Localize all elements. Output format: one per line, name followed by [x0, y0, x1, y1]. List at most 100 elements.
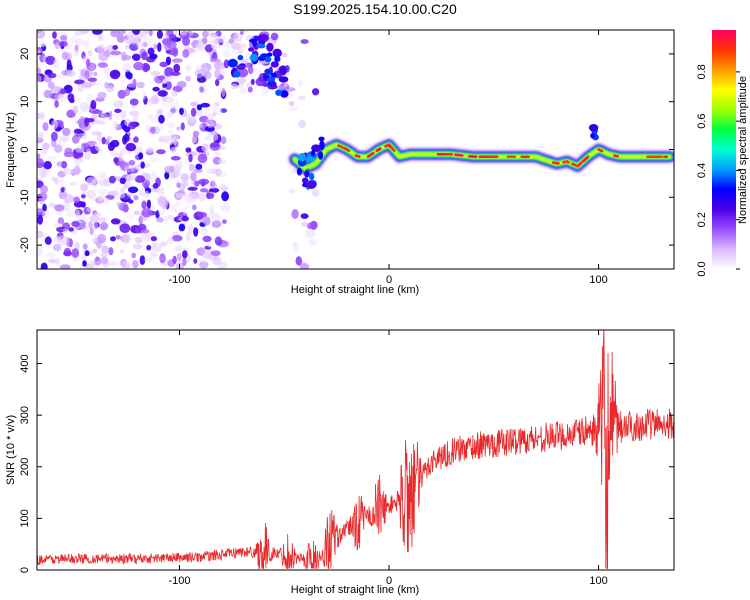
noise-blob: [114, 108, 122, 114]
noise-blob: [98, 172, 107, 180]
noise-blob: [222, 50, 232, 58]
noise-blob: [300, 263, 310, 269]
noise-blob: [121, 261, 131, 269]
noise-blob: [54, 204, 65, 212]
noise-blob: [91, 114, 98, 120]
noise-blob: [215, 79, 220, 87]
cluster-blob: [298, 153, 307, 162]
noise-blob: [210, 44, 221, 49]
noise-blob: [140, 161, 145, 169]
noise-blob: [132, 78, 137, 89]
colorbar-tick-label: 0.8: [696, 64, 708, 79]
noise-blob: [91, 179, 98, 187]
noise-blob: [45, 55, 56, 65]
noise-blob: [131, 252, 137, 259]
noise-blob: [48, 258, 56, 264]
y-tick-label: -20: [19, 237, 31, 253]
colorbar-ticks: 0.0 0.2 0.4 0.6 0.8: [696, 64, 740, 277]
x-tick-label: 100: [589, 575, 607, 587]
noise-blob: [195, 163, 203, 170]
noise-blob: [93, 212, 102, 217]
noise-blob: [109, 261, 120, 267]
noise-blob: [57, 73, 65, 79]
noise-blob: [55, 257, 60, 265]
noise-blob: [188, 153, 193, 163]
noise-blob: [180, 122, 185, 131]
noise-blob: [134, 175, 146, 183]
noise-blob: [73, 128, 82, 134]
noise-blob: [211, 58, 221, 63]
noise-blob: [220, 203, 231, 213]
noise-blob: [132, 53, 141, 61]
noise-blob: [98, 217, 108, 224]
cluster-blob: [272, 48, 282, 58]
noise-blob: [215, 123, 222, 130]
noise-blob: [214, 101, 220, 107]
cluster-blob: [296, 167, 302, 176]
trace-peak: [454, 153, 464, 157]
noise-blob: [238, 30, 249, 33]
noise-blob: [110, 236, 116, 242]
noise-blob: [190, 151, 199, 156]
noise-blob: [97, 33, 104, 42]
noise-blob: [125, 45, 130, 50]
noise-blob: [205, 166, 212, 175]
noise-blob: [164, 96, 175, 103]
noise-blob: [156, 186, 165, 197]
cluster-blob: [270, 61, 279, 68]
noise-blob: [178, 223, 186, 232]
noise-blob: [312, 88, 320, 96]
noise-blob: [300, 39, 309, 44]
trace-peak: [551, 161, 560, 165]
noise-blob: [143, 95, 148, 105]
noise-blob: [199, 261, 209, 269]
y-tick-label: 0: [19, 146, 31, 152]
colorbar-tick-label: 0.6: [696, 114, 708, 129]
noise-blob: [214, 151, 221, 157]
cluster-blob: [310, 150, 316, 157]
noise-blob: [192, 204, 197, 211]
noise-blob: [104, 73, 110, 80]
cluster-blob: [280, 90, 289, 98]
y-tick-label: 400: [19, 354, 31, 372]
noise-blob: [239, 87, 247, 95]
noise-blob: [196, 108, 203, 117]
noise-blob: [176, 126, 181, 131]
noise-blob: [168, 127, 174, 136]
noise-blob: [197, 123, 204, 128]
noise-blob: [205, 192, 215, 199]
noise-blob: [68, 227, 74, 232]
noise-blob: [285, 87, 296, 92]
noise-blob: [52, 31, 57, 39]
noise-blob: [156, 149, 166, 155]
noise-blob: [157, 42, 162, 52]
noise-blob: [89, 215, 100, 223]
noise-blob: [176, 80, 187, 89]
spectrogram-trace: [227, 37, 674, 190]
noise-blob: [221, 87, 226, 98]
y-tick-label: 0: [19, 567, 31, 573]
noise-blob: [37, 192, 48, 202]
noise-blob: [139, 255, 146, 265]
noise-blob: [100, 256, 109, 265]
noise-blob: [119, 248, 124, 254]
noise-blob: [141, 208, 153, 218]
noise-blob: [179, 30, 188, 36]
noise-blob: [175, 192, 185, 198]
noise-blob: [117, 89, 127, 99]
noise-blob: [185, 201, 193, 209]
noise-blob: [219, 240, 230, 248]
noise-blob: [247, 86, 253, 93]
noise-blob: [192, 131, 199, 137]
noise-blob: [126, 168, 133, 175]
noise-blob: [197, 84, 208, 94]
noise-blob: [100, 112, 109, 120]
noise-blob: [236, 77, 247, 84]
noise-blob: [72, 134, 80, 144]
noise-blob: [182, 250, 188, 259]
y-tick-label: 300: [19, 406, 31, 424]
trace-peak: [375, 147, 382, 152]
noise-blob: [223, 59, 230, 69]
noise-blob: [136, 81, 145, 89]
noise-blob: [75, 145, 85, 153]
